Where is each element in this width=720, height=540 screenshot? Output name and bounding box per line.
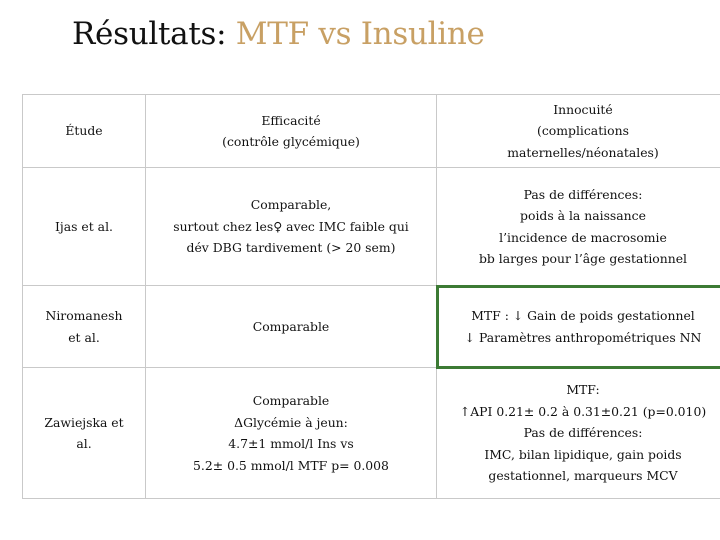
cell-line: maternelles/néonatales) [507,144,659,160]
cell-line: ↑API 0.21± 0.2 à 0.31±0.21 (p=0.010) [459,403,707,419]
cell-line: Ijas et al. [55,218,113,234]
cell-line: poids à la naissance [520,208,646,223]
table-row: Zawiejska et al. Comparable ΔGlycémie à … [22,367,720,499]
cell-line: IMC, bilan lipidique, gain poids [484,446,682,462]
results-table: Étude Efficacité (contrôle glycémique) I… [22,94,720,499]
cell-line: Efficacité [261,112,321,128]
cell-line: gestationnel, marqueurs MCV [488,468,678,484]
cell-safety: Pas de différences: poids à la naissance… [436,167,720,286]
table-row: Niromanesh et al. Comparable MTF : ↓ Gai… [22,284,720,369]
cell-line: Comparable [252,318,330,334]
cell-line: ΔGlycémie à jeun: [234,414,348,430]
cell-line: Pas de différences: [523,186,643,202]
cell-line: surtout chez les♀ avec IMC faible qui [173,218,409,234]
cell-line: dév DBG tardivement (> 20 sem) [186,240,396,256]
cell-efficacy: Comparable [145,285,437,368]
cell-line: Innocuité [553,101,613,117]
slide-title: Résultats: MTF vs Insuline [72,16,485,52]
cell-line: Comparable, [250,197,332,213]
cell-line: Pas de différences: [523,425,643,441]
cell-line: al. [76,436,92,451]
cell-line: et al. [68,329,100,345]
cell-line: Étude [65,123,103,139]
cell-line: 5.2± 0.5 mmol/l MTF p= 0.008 [193,457,389,473]
title-prefix: Résultats: [72,16,236,52]
header-efficacy: Efficacité (contrôle glycémique) [145,94,437,168]
cell-line: bb larges pour l’âge gestationnel [478,251,687,266]
cell-line: (contrôle glycémique) [222,134,360,149]
cell-line: 4.7±1 mmol/l Ins vs [228,436,354,451]
cell-efficacy: Comparable ΔGlycémie à jeun: 4.7±1 mmol/… [145,367,437,499]
highlighted-cell-safety: MTF : ↓ Gain de poids gestationnel ↓ Par… [435,284,720,369]
cell-line: Niromanesh [45,308,123,323]
cell-line: Zawiejska et [44,414,124,430]
cell-study: Ijas et al. [22,167,146,286]
cell-safety: MTF: ↑API 0.21± 0.2 à 0.31±0.21 (p=0.010… [436,367,720,499]
header-safety: Innocuité (complications maternelles/néo… [436,94,720,168]
cell-line: MTF : ↓ Gain de poids gestationnel [471,308,695,323]
cell-line: l’incidence de macrosomie [499,229,667,245]
cell-line: MTF: [566,382,600,398]
table-row: Ijas et al. Comparable, surtout chez les… [22,167,720,286]
table-header-row: Étude Efficacité (contrôle glycémique) I… [22,94,720,168]
header-study: Étude [22,94,146,168]
cell-study: Zawiejska et al. [22,367,146,499]
cell-line: (complications [537,123,629,139]
cell-line: ↓ Paramètres anthropométriques NN [464,329,702,345]
cell-study: Niromanesh et al. [22,285,146,368]
cell-line: Comparable [252,393,330,408]
title-accent: MTF vs Insuline [235,16,485,52]
cell-efficacy: Comparable, surtout chez les♀ avec IMC f… [145,167,437,286]
